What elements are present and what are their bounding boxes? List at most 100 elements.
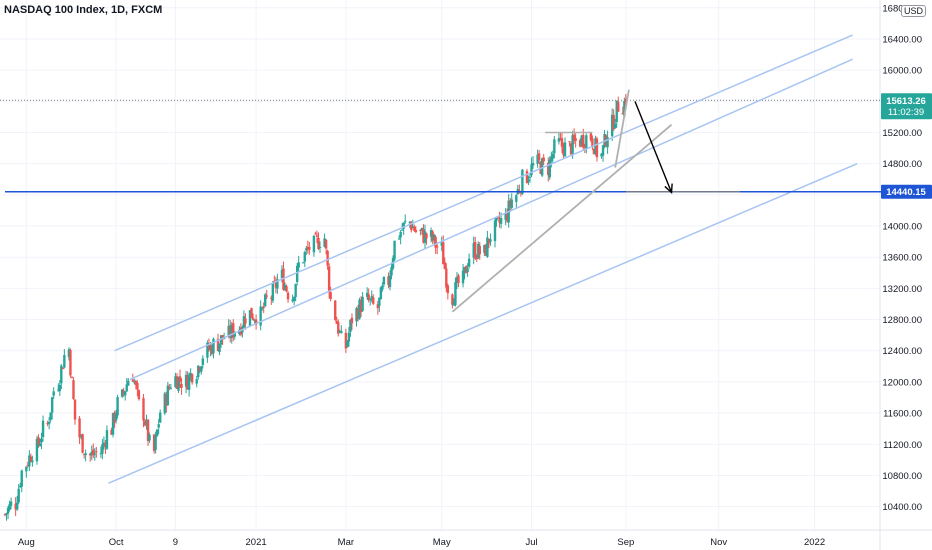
candle-body xyxy=(337,321,340,334)
x-tick-label: Sep xyxy=(617,537,634,548)
candle-body xyxy=(81,434,84,453)
candle-body xyxy=(463,267,466,273)
candle-body xyxy=(420,227,424,231)
y-tick-label: 16000.00 xyxy=(882,66,922,77)
candle-body xyxy=(238,329,241,334)
current-price-tag-bg xyxy=(881,93,932,120)
candle-body xyxy=(187,374,191,390)
candle-body xyxy=(305,248,308,251)
candle-body xyxy=(19,486,22,488)
currency-label[interactable]: USD xyxy=(901,5,927,17)
candle-body xyxy=(274,280,278,288)
candle-body xyxy=(61,367,65,369)
candle-body xyxy=(271,283,275,301)
x-tick-label: Oct xyxy=(109,537,124,548)
candle-body xyxy=(521,169,524,194)
candle-body xyxy=(358,299,361,319)
candle-body xyxy=(308,246,311,250)
candle-body xyxy=(369,299,372,301)
candle-body xyxy=(227,325,230,337)
chart-title: NASDAQ 100 Index, 1D, FXCM xyxy=(4,4,163,16)
candle-body xyxy=(323,238,326,247)
candle-body xyxy=(102,442,106,445)
candle-body xyxy=(159,412,162,423)
candle-body xyxy=(553,139,556,154)
candle-body xyxy=(38,443,42,446)
candle-body xyxy=(8,504,11,510)
candle-body xyxy=(382,276,386,285)
candle-body xyxy=(317,237,320,250)
candle-body xyxy=(143,421,147,426)
candle-body xyxy=(335,320,338,324)
candle-body xyxy=(152,434,156,451)
candle-body xyxy=(207,343,211,350)
candle-body xyxy=(14,503,17,510)
candle-body xyxy=(242,316,246,328)
candle-body xyxy=(124,391,127,396)
candle-body xyxy=(440,242,443,246)
candle-body xyxy=(347,332,351,342)
candle-body xyxy=(454,282,457,306)
candle-body xyxy=(455,277,459,283)
candle-body xyxy=(452,302,456,306)
candle-body xyxy=(393,240,396,260)
candle-body xyxy=(273,280,276,282)
candle-body xyxy=(457,275,460,283)
candle-body xyxy=(221,335,224,340)
candle-body xyxy=(355,308,358,322)
candle-body xyxy=(175,376,179,389)
candle-body xyxy=(26,464,30,466)
candle-body xyxy=(70,377,74,379)
y-tick-label: 11600.00 xyxy=(883,409,922,420)
candle-body xyxy=(528,176,532,178)
candle-body xyxy=(509,200,512,207)
candle-body xyxy=(475,258,478,260)
wedge-upper-line xyxy=(614,89,630,168)
candle-body xyxy=(251,317,255,320)
candle-body xyxy=(350,317,354,324)
candle-body xyxy=(446,285,450,294)
candle-body xyxy=(400,229,404,231)
y-tick-label: 14000.00 xyxy=(882,222,922,233)
candle-body xyxy=(116,397,119,416)
y-tick-label: 12800.00 xyxy=(882,315,922,326)
candle-body xyxy=(209,345,212,351)
candle-body xyxy=(410,222,413,231)
candle-body xyxy=(41,420,45,438)
candle-body xyxy=(402,222,405,229)
candle-body xyxy=(206,342,209,358)
current-price-tag-value: 15613.26 xyxy=(886,96,926,107)
channel-mid-line xyxy=(129,58,853,381)
candle-body xyxy=(127,380,130,386)
candle-body xyxy=(20,470,23,487)
candle-body xyxy=(189,372,192,377)
candle-body xyxy=(180,384,183,388)
candle-body xyxy=(381,285,384,290)
candle-body xyxy=(210,345,214,355)
candle-body xyxy=(560,138,564,147)
candle-body xyxy=(414,230,418,232)
candle-body xyxy=(563,142,567,157)
candle-body xyxy=(531,162,535,166)
candle-body xyxy=(431,231,434,241)
candle-body xyxy=(442,242,445,265)
x-tick-label: 9 xyxy=(173,537,178,548)
y-tick-label: 16400.00 xyxy=(882,34,922,45)
candle-body xyxy=(326,250,329,266)
candle-body xyxy=(585,135,588,150)
candle-body xyxy=(90,451,93,456)
candle-body xyxy=(312,235,316,253)
candle-body xyxy=(361,296,364,311)
candle-body xyxy=(595,138,599,158)
candle-body xyxy=(120,389,124,397)
candle-body xyxy=(114,413,118,421)
candle-body xyxy=(404,220,407,222)
candle-body xyxy=(9,501,13,506)
candle-body xyxy=(137,390,141,400)
candle-body xyxy=(212,338,215,354)
candle-body xyxy=(504,213,507,220)
candle-body xyxy=(390,267,393,276)
candle-body xyxy=(425,233,428,239)
current-price-tag-countdown: 11:02:39 xyxy=(888,107,924,118)
